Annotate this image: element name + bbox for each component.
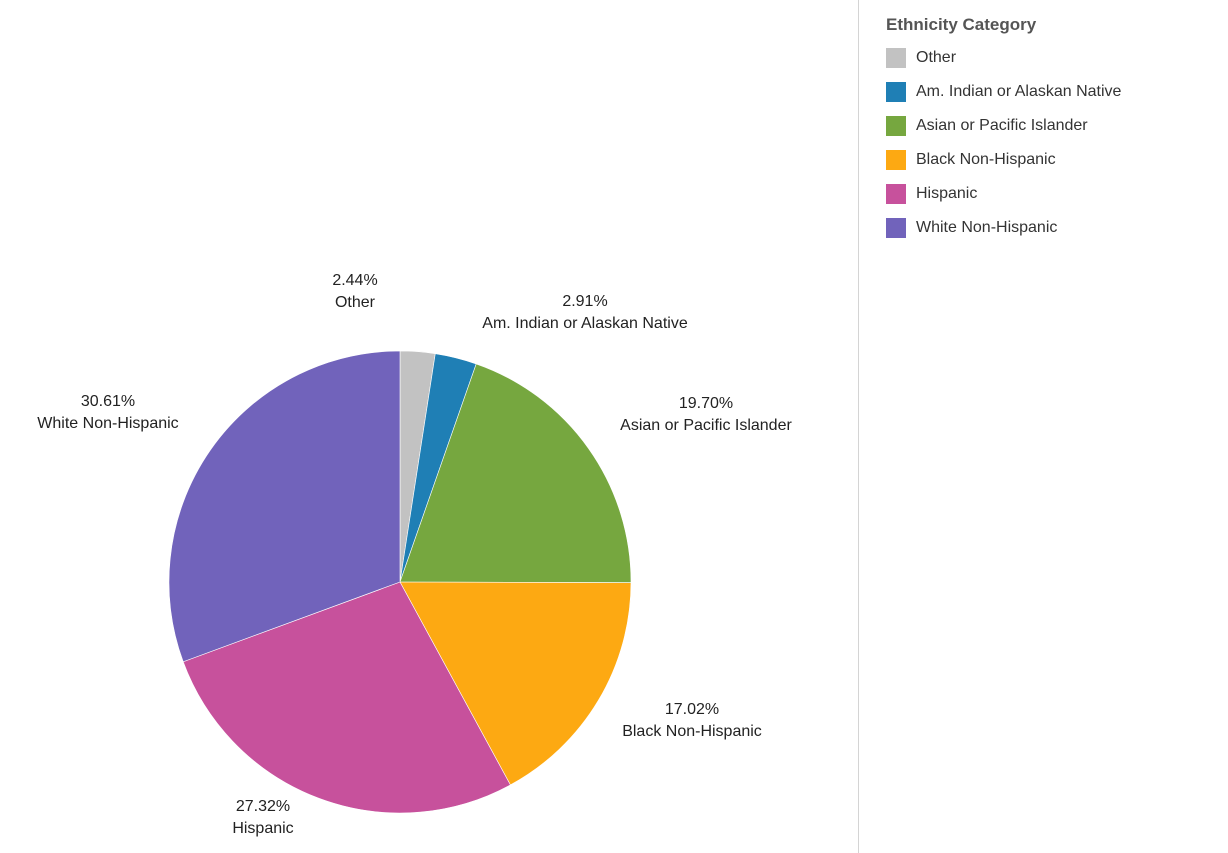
legend-label: White Non-Hispanic xyxy=(916,219,1058,236)
slice-percent-label: 17.02% xyxy=(665,701,719,718)
slice-percent-label: 2.91% xyxy=(562,293,607,310)
slice-label-group: 30.61% White Non-Hispanic xyxy=(37,393,178,432)
slice-percent-label: 19.70% xyxy=(679,395,733,412)
legend-item[interactable]: White Non-Hispanic xyxy=(886,208,1216,248)
legend-item[interactable]: Hispanic xyxy=(886,174,1216,214)
legend-item[interactable]: Other xyxy=(886,38,1216,78)
pie-slice-asian-or-pacific-islander[interactable] xyxy=(399,363,632,584)
slice-label-group: 2.44% Other xyxy=(332,272,377,311)
legend-label: Am. Indian or Alaskan Native xyxy=(916,83,1122,100)
legend-label: Other xyxy=(916,49,957,66)
legend-label: Hispanic xyxy=(916,185,978,202)
slice-label-group: 19.70% Asian or Pacific Islander xyxy=(620,395,792,434)
legend: Ethnicity Category Other Am. Indian or Al… xyxy=(886,12,1216,248)
pie-slice-black-non-hispanic[interactable] xyxy=(399,581,632,786)
legend-swatch xyxy=(886,184,906,204)
slice-category-label: Hispanic xyxy=(232,820,293,837)
legend-label: Black Non-Hispanic xyxy=(916,151,1056,168)
slice-percent-label: 30.61% xyxy=(81,393,135,410)
legend-swatch xyxy=(886,218,906,238)
slice-category-label: Am. Indian or Alaskan Native xyxy=(482,315,688,332)
slice-category-label: Other xyxy=(335,294,376,311)
slice-label-group: 27.32% Hispanic xyxy=(232,798,293,837)
legend-title: Ethnicity Category xyxy=(886,15,1037,34)
legend-item[interactable]: Black Non-Hispanic xyxy=(886,140,1216,180)
legend-label: Asian or Pacific Islander xyxy=(916,117,1088,134)
slice-percent-label: 27.32% xyxy=(236,798,290,815)
pie-chart: 2.44% Other 2.91% Am. Indian or Alaskan Nat… xyxy=(37,272,792,837)
legend-swatch xyxy=(886,150,906,170)
slice-category-label: White Non-Hispanic xyxy=(37,415,178,432)
legend-item[interactable]: Asian or Pacific Islander xyxy=(886,106,1216,146)
legend-item[interactable]: Am. Indian or Alaskan Native xyxy=(886,72,1216,112)
slice-category-label: Black Non-Hispanic xyxy=(622,723,762,740)
legend-divider xyxy=(858,0,859,853)
legend-items: Other Am. Indian or Alaskan Native Asian o… xyxy=(886,38,1216,248)
pie-slice-white-non-hispanic[interactable] xyxy=(168,350,401,663)
legend-swatch xyxy=(886,116,906,136)
pie-slice-hispanic[interactable] xyxy=(182,581,511,814)
legend-swatch xyxy=(886,82,906,102)
slice-category-label: Asian or Pacific Islander xyxy=(620,417,792,434)
legend-swatch xyxy=(886,48,906,68)
slice-label-group: 17.02% Black Non-Hispanic xyxy=(622,701,762,740)
slice-label-group: 2.91% Am. Indian or Alaskan Native xyxy=(482,293,688,332)
pie-chart-area: 2.44% Other 2.91% Am. Indian or Alaskan Nat… xyxy=(37,272,792,837)
slice-percent-label: 2.44% xyxy=(332,272,377,289)
